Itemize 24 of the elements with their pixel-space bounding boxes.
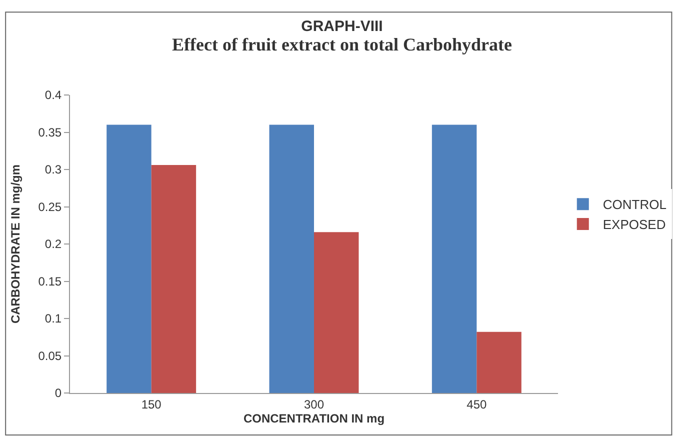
bar <box>314 232 359 393</box>
x-tick-label: 450 <box>466 397 487 412</box>
y-tick-label: 0.4 <box>44 88 62 102</box>
legend-label: CONTROL <box>602 197 666 212</box>
x-tick-label: 150 <box>141 397 162 412</box>
y-tick-label: 0.15 <box>38 274 62 288</box>
y-tick-label: 0.2 <box>44 237 62 252</box>
chart-subtitle: Effect of fruit extract on total Carbohydrate <box>172 34 512 55</box>
bar <box>269 124 314 393</box>
bar <box>432 124 477 393</box>
y-tick-label: 0.3 <box>44 162 62 177</box>
legend-label: EXPOSED <box>602 217 666 232</box>
chart-title: GRAPH-VIII <box>301 18 383 36</box>
x-tick-label: 300 <box>304 397 324 412</box>
x-axis-title: CONCENTRATION IN mg <box>243 411 385 426</box>
y-tick-label: 0 <box>54 386 62 400</box>
bar <box>476 332 522 393</box>
bar <box>151 165 196 393</box>
y-tick-label: 0.25 <box>38 200 62 214</box>
y-tick-label: 0.1 <box>44 312 62 326</box>
bar <box>106 124 152 393</box>
y-tick-label: 0.05 <box>38 348 62 363</box>
y-tick-label: 0.35 <box>38 125 62 140</box>
y-axis-title: CARBOHYDRATE IN mg/gm <box>8 164 23 324</box>
